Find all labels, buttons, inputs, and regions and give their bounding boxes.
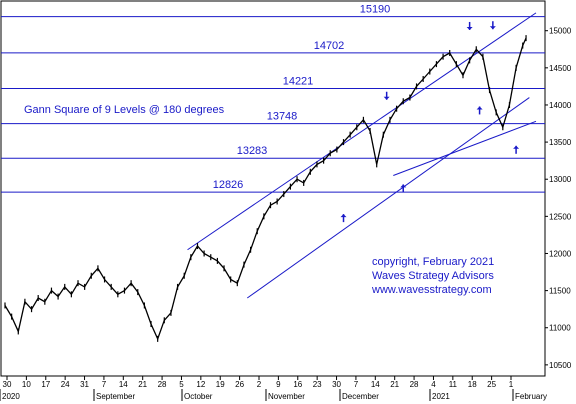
x-tick-label: 28 (158, 380, 167, 389)
x-month-label: December (342, 392, 379, 401)
up-arrow-head (340, 214, 347, 218)
y-tick-label: 14000 (549, 101, 572, 110)
x-tick-label: 28 (410, 380, 419, 389)
x-tick-label: 10 (22, 380, 31, 389)
x-tick-label: 12 (196, 380, 205, 389)
trendlines (187, 12, 537, 299)
x-month-label: 2020 (2, 392, 20, 401)
x-tick-label: 7 (102, 380, 107, 389)
y-axis-ticks: 10500 11000 11500 12000 12500 13000 13500 14000… (545, 27, 572, 370)
trendline (187, 12, 537, 251)
price-series (4, 35, 527, 342)
website-note: www.wavesstrategy.com (371, 284, 492, 296)
x-tick-label: 30 (3, 380, 12, 389)
trendline (393, 120, 537, 176)
trendline (246, 97, 530, 299)
y-tick-label: 11500 (549, 287, 571, 296)
gann-level-label: 15190 (360, 4, 391, 16)
x-tick-label: 5 (179, 380, 184, 389)
y-tick-label: 11000 (549, 324, 571, 333)
x-tick-label: 1 (509, 380, 514, 389)
x-tick-label: 16 (293, 380, 302, 389)
x-tick-label: 19 (216, 380, 225, 389)
y-tick-label: 13500 (549, 138, 572, 147)
x-tick-label: 30 (332, 380, 341, 389)
x-tick-label: 14 (119, 380, 128, 389)
x-month-label: February (515, 392, 547, 401)
x-tick-label: 7 (354, 380, 359, 389)
x-tick-label: 21 (390, 380, 399, 389)
x-month-label: 2021 (432, 392, 450, 401)
y-tick-label: 10500 (549, 361, 572, 370)
x-axis-ticks: 30 10 17 24 31 7 14 21 28 5 12 19 26 2 9 16 23 30 7 14 21 28 4… (3, 376, 514, 389)
up-arrow-head (400, 184, 407, 188)
x-tick-label: 4 (431, 380, 436, 389)
x-tick-label: 14 (371, 380, 380, 389)
x-month-label: November (268, 392, 305, 401)
up-arrow-head (513, 145, 520, 149)
y-tick-label: 12000 (549, 249, 572, 258)
x-tick-label: 21 (138, 380, 147, 389)
x-tick-label: 25 (487, 380, 496, 389)
down-arrow-head (466, 26, 473, 30)
plot-frame (0, 0, 546, 377)
copyright-note: copyright, February 2021 (372, 256, 494, 268)
y-tick-label: 14500 (549, 64, 572, 73)
x-tick-label: 11 (449, 380, 458, 389)
gann-levels: 15190 14702 14221 13748 13283 12826 (1, 4, 545, 193)
gann-level-label: 14221 (283, 76, 314, 88)
up-arrow-head (476, 106, 483, 110)
x-month-label: September (96, 392, 135, 401)
x-tick-label: 18 (468, 380, 477, 389)
x-tick-label: 23 (313, 380, 322, 389)
down-arrow-head (489, 26, 496, 30)
chart-title: Gann Square of 9 Levels @ 180 degrees (24, 104, 225, 116)
price-line (4, 37, 527, 341)
x-tick-label: 24 (61, 380, 70, 389)
gann-level-label: 12826 (213, 179, 244, 191)
gann-level-label: 13748 (267, 111, 298, 123)
x-month-label: October (184, 392, 213, 401)
y-tick-label: 15000 (549, 27, 572, 36)
x-tick-label: 26 (235, 380, 244, 389)
x-tick-label: 31 (80, 380, 89, 389)
y-tick-label: 12500 (549, 212, 572, 221)
x-tick-label: 2 (257, 380, 262, 389)
x-tick-label: 9 (276, 380, 281, 389)
x-axis-months: 2020 September October November December 2021… (0, 389, 547, 401)
y-tick-label: 13000 (549, 175, 572, 184)
arrows (340, 21, 520, 223)
x-tick-label: 17 (41, 380, 50, 389)
company-note: Waves Strategy Advisors (372, 270, 494, 282)
gann-level-label: 13283 (237, 145, 268, 157)
gann-level-label: 14702 (314, 40, 345, 52)
down-arrow-head (383, 96, 390, 100)
